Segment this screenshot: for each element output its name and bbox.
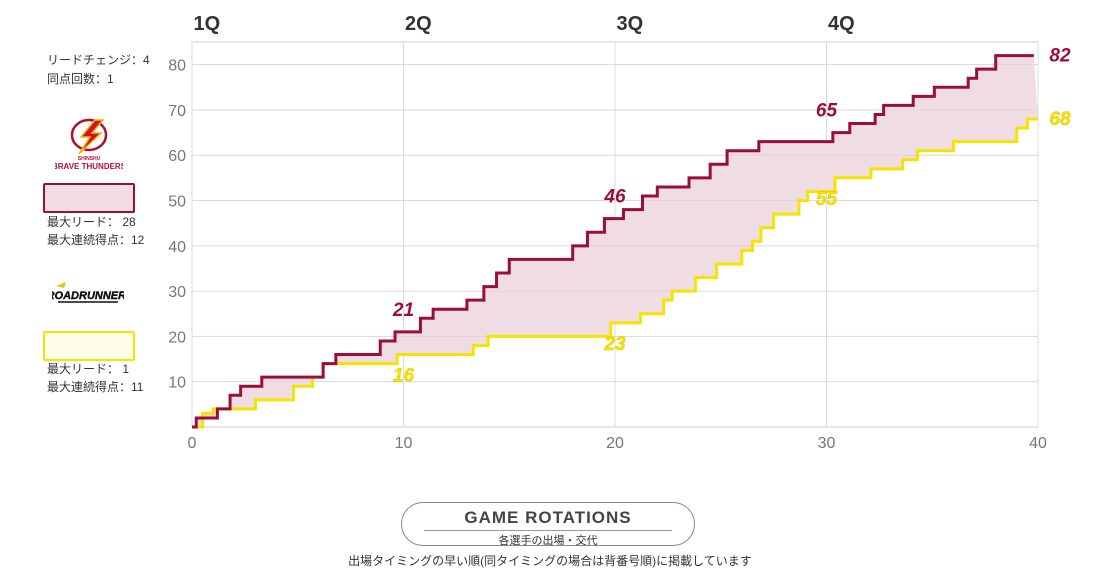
quarter-label: 4Q bbox=[828, 13, 855, 35]
y-tick-label: 70 bbox=[168, 103, 186, 120]
roadrunners-score-label: 55 bbox=[816, 189, 838, 210]
y-tick-label: 30 bbox=[168, 284, 186, 301]
roadrunners-logo: ROADRUNNERS bbox=[46, 280, 134, 308]
brave-thunders-score-label: 21 bbox=[392, 300, 414, 321]
quarter-label: 3Q bbox=[616, 13, 643, 35]
button-divider bbox=[424, 530, 672, 531]
thunder-logo-icon: SHINSHU BRAVE THUNDERS bbox=[52, 118, 127, 171]
brave-thunders-score-label: 65 bbox=[816, 101, 838, 122]
game-rotations-title: GAME ROTATIONS bbox=[464, 508, 632, 527]
y-tick-label: 10 bbox=[168, 375, 186, 392]
ties-stat: 同点回数：1 bbox=[47, 72, 114, 86]
roadrunners-score-label: 16 bbox=[393, 366, 415, 387]
x-tick-label: 20 bbox=[606, 435, 624, 452]
game-rotations-button[interactable]: GAME ROTATIONS 各選手の出場・交代 bbox=[401, 502, 695, 547]
x-tick-label: 0 bbox=[188, 435, 197, 452]
team1-logo-text-small: SHINSHU bbox=[78, 156, 101, 162]
brave-thunders-score-label: 82 bbox=[1049, 46, 1071, 67]
lead-changes-stat: リードチェンジ：4 bbox=[47, 53, 150, 67]
team1-logo-text: BRAVE THUNDERS bbox=[55, 162, 123, 171]
quarter-label: 2Q bbox=[405, 13, 432, 35]
rotation-order-note: 出場タイミングの早い順(同タイミングの場合は背番号順)に掲載しています bbox=[348, 554, 752, 568]
team2-max-run: 最大連続得点：11 bbox=[47, 380, 144, 394]
game-stats-sidebar: リードチェンジ：4 同点回数：1 SHINSHU BRAVE THUNDERS … bbox=[0, 0, 180, 440]
team1-max-lead: 最大リード： 28 bbox=[47, 215, 136, 229]
team2-logo-text: ROADRUNNERS bbox=[52, 290, 124, 302]
x-tick-label: 40 bbox=[1029, 435, 1047, 452]
roadrunners-score-line bbox=[192, 117, 1038, 429]
y-tick-label: 50 bbox=[168, 194, 186, 211]
team1-max-run: 最大連続得点：12 bbox=[47, 233, 145, 247]
game-rotations-subtitle: 各選手の出場・交代 bbox=[498, 535, 598, 547]
x-tick-label: 30 bbox=[818, 435, 836, 452]
score-progression-chart: 10 20 30 40 50 60 70 80 0 1Q 10 2Q 20 3Q 30 4Q 40 21 46 65 8… bbox=[168, 13, 1071, 452]
team1-legend-swatch bbox=[43, 183, 135, 213]
quarter-label: 1Q bbox=[193, 13, 220, 35]
roadrunners-score-label: 23 bbox=[603, 334, 626, 355]
team2-max-lead: 最大リード： 1 bbox=[47, 362, 130, 376]
y-tick-label: 40 bbox=[168, 239, 186, 256]
brave-thunders-score-label: 46 bbox=[603, 187, 626, 208]
y-tick-label: 80 bbox=[168, 58, 186, 75]
y-tick-label: 60 bbox=[168, 148, 186, 165]
lead-area bbox=[192, 55, 1038, 428]
brave-thunders-logo: SHINSHU BRAVE THUNDERS bbox=[52, 116, 127, 174]
brave-thunders-score-line bbox=[192, 54, 1034, 429]
x-tick-label: 10 bbox=[395, 435, 413, 452]
team2-legend-swatch bbox=[43, 331, 135, 361]
roadrunner-logo-icon: ROADRUNNERS bbox=[46, 282, 134, 303]
y-tick-label: 20 bbox=[168, 329, 186, 346]
roadrunners-score-label: 68 bbox=[1049, 109, 1071, 130]
